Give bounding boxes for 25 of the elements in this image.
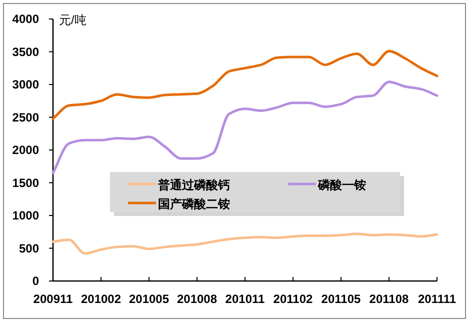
x-tick-label: 200911 [33,292,74,306]
line-series [52,50,438,120]
y-tick-label: 3500 [12,44,40,59]
y-tick-label: 2000 [12,143,40,157]
x-tick-label: 201102 [273,292,314,306]
y-axis-title: 元/吨 [59,13,86,27]
y-tick-label: 2500 [12,110,40,124]
y-tick-label: 4000 [12,12,40,26]
legend-label: 普通过磷酸钙 [157,178,230,192]
x-tick-label: 201111 [418,292,456,306]
line-series [52,232,438,255]
y-tick-label: 1000 [12,208,40,222]
y-tick-label: 500 [18,241,40,256]
x-tick-label: 201108 [369,292,410,306]
x-tick-label: 201002 [80,292,122,306]
x-tick-label: 201011 [225,292,266,306]
x-tick-label: 201008 [176,292,218,306]
x-tick-label: 201005 [128,292,170,306]
y-tick-label: 3000 [12,78,40,92]
line-series [52,80,438,174]
legend-label: 国产磷酸二铵 [158,197,230,211]
x-tick-label: 201105 [321,292,362,306]
y-tick-label: 1500 [12,176,40,190]
y-tick-label: 0 [32,274,40,288]
legend-label: 磷酸一铵 [317,178,366,192]
